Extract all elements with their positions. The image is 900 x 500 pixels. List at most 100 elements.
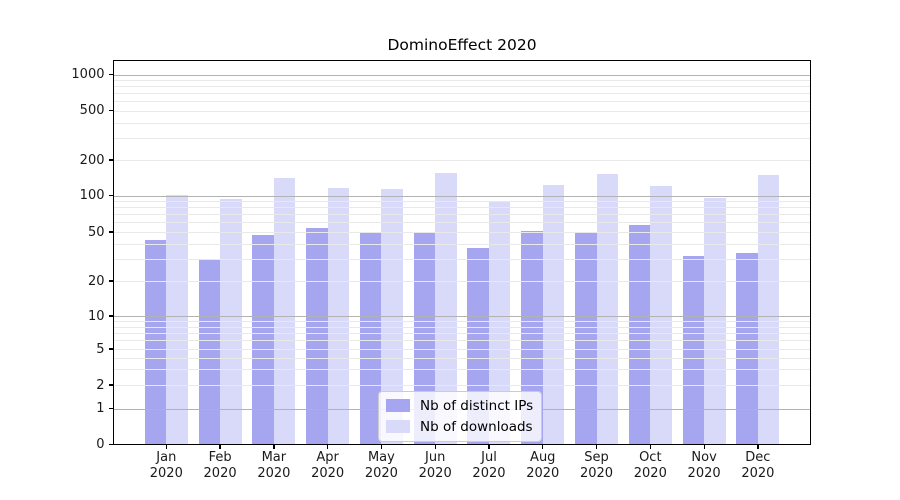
bar-ips-dec [736,252,758,445]
gridline-minor [113,201,811,203]
gridline-minor [113,332,811,334]
x-tick-mark [542,444,544,449]
x-tick-label: Jun 2020 [418,449,452,481]
gridline-minor [113,214,811,216]
gridline-minor [113,281,811,282]
bar-ips-apr [306,227,328,445]
gridline-minor [113,340,811,342]
bar-ips-oct [628,225,651,445]
y-tick-label: 500 [79,103,105,119]
x-tick-mark [273,444,275,449]
y-tick-label: 1 [96,401,105,416]
legend-swatch-downloads-icon [386,420,410,433]
y-tick-mark [108,315,113,317]
y-tick-label: 200 [79,152,105,168]
x-tick-mark [219,444,221,449]
bar-ips-mar [252,235,274,445]
bar-downloads-jun [435,173,457,445]
y-tick-mark [108,443,113,446]
gridline-minor [113,101,811,103]
legend-label-downloads: Nb of downloads [420,418,533,435]
x-tick-mark [327,444,329,449]
y-tick-mark [108,74,113,76]
bar-downloads-dec [757,174,780,445]
x-tick-label: Nov 2020 [687,449,721,481]
x-tick-label: Jul 2020 [472,449,506,481]
gridline-major [113,195,811,197]
plot-area [113,60,811,445]
x-tick-mark [380,444,383,449]
bar-ips-feb [198,259,221,445]
bar-ips-jan [144,240,167,445]
gridline-minor [113,369,811,371]
y-tick-label: 50 [87,224,105,240]
x-tick-mark [649,444,652,449]
y-tick-mark [108,280,113,282]
gridline-minor [113,86,811,88]
legend-label-distinct-ips: Nb of distinct IPs [420,397,534,414]
bar-ips-sep [575,232,597,445]
gridline-minor [113,232,811,233]
legend: Nb of distinct IPs Nb of downloads [378,391,543,442]
x-tick-mark [165,444,167,449]
gridline-minor [113,222,811,224]
y-tick-mark [108,384,113,386]
x-tick-label: May 2020 [364,449,398,481]
y-tick-label: 20 [87,273,105,289]
bar-ips-may [359,232,382,445]
x-tick-label: Jan 2020 [149,449,183,481]
gridline-minor [113,138,811,140]
legend-item-distinct-ips: Nb of distinct IPs [386,396,533,415]
gridline-minor [113,259,811,261]
y-tick-mark [108,231,113,233]
gridline-major [113,74,811,76]
y-tick-label: 0 [96,437,105,452]
gridline-minor [113,80,811,82]
legend-swatch-distinct-ips-icon [386,399,410,412]
gridline-minor [113,243,811,245]
x-tick-label: Dec 2020 [741,449,775,481]
y-tick-mark [108,407,113,410]
bar-ips-nov [682,255,705,445]
gridline-minor [113,122,811,124]
bar-downloads-sep [596,174,619,445]
gridline-major [113,316,811,317]
x-tick-mark [595,444,598,449]
y-tick-mark [108,110,113,112]
x-tick-mark [434,444,436,449]
y-tick-label: 1000 [71,67,105,83]
gridline-minor [113,357,811,359]
bar-downloads-jan [166,194,188,445]
y-tick-mark [108,348,113,350]
bar-downloads-jul [488,201,511,445]
y-tick-label: 100 [79,188,105,204]
gridline-minor [113,326,811,328]
chart-title: DominoEffect 2020 [387,36,537,54]
x-tick-mark [488,444,490,449]
gridline-minor [113,349,811,350]
gridline-minor [113,385,811,386]
y-tick-mark [108,159,113,161]
x-tick-label: Oct 2020 [633,449,667,481]
x-tick-label: Apr 2020 [311,449,345,481]
grid-layer [113,60,811,445]
gridline-minor [113,321,811,323]
x-tick-label: Mar 2020 [257,449,291,481]
y-tick-label: 10 [87,308,105,324]
x-tick-label: Sep 2020 [579,449,614,481]
y-tick-label: 5 [96,341,105,357]
gridline-minor [113,160,811,161]
legend-item-downloads: Nb of downloads [386,417,533,436]
gridline-minor [113,207,811,209]
y-tick-mark [108,195,113,197]
bar-downloads-aug [542,184,565,445]
y-tick-label: 2 [96,377,105,393]
x-tick-mark [703,444,705,449]
x-tick-mark [757,444,759,449]
x-tick-label: Feb 2020 [203,449,237,481]
x-tick-label: Aug 2020 [526,449,560,481]
bar-downloads-oct [650,186,672,445]
gridline-minor [113,93,811,95]
gridline-minor [113,110,811,112]
